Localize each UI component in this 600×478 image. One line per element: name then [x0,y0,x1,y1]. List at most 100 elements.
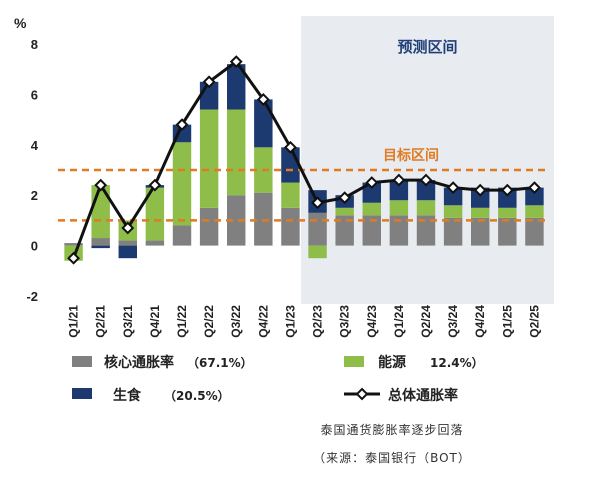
y-tick-label: 8 [31,37,38,52]
caption-title: 泰国通货膨胀率逐步回落 [320,422,463,437]
bar-fresh-food-17 [525,187,544,206]
bar-core-15 [471,217,490,246]
legend-share-fresh-food: （20.5%） [164,388,230,403]
headline-point-11 [365,176,379,190]
headline-point-14 [446,181,460,195]
bar-energy-3 [145,187,165,241]
headline-point-17 [528,181,541,195]
x-tick-label: Q3/21 [121,305,135,338]
legend-swatch-fresh-food [72,388,92,399]
bar-energy-10 [335,207,354,216]
x-tick-label: Q3/23 [338,305,352,338]
bar-fresh-food-2 [118,245,137,259]
legend-share-energy: 12.4%） [430,355,484,370]
headline-point-13 [419,173,433,187]
headline-point-12 [392,173,406,187]
x-tick-label: Q4/21 [148,305,162,338]
x-tick-label: Q2/23 [311,305,325,338]
x-tick-label: Q4/23 [365,305,379,338]
headline-point-15 [473,183,487,197]
bar-core-14 [443,217,463,246]
bar-core-9 [308,212,327,246]
bar-core-1 [91,238,110,246]
bar-core-11 [362,215,381,246]
bar-core-7 [254,192,273,246]
headline-point-2 [121,221,135,235]
y-tick-label: 0 [31,239,38,254]
x-tick-label: Q1/23 [283,305,297,338]
bar-fresh-food-12 [389,180,409,201]
bar-fresh-food-14 [443,187,463,206]
x-tick-label: Q4/22 [256,305,270,338]
x-tick-label: Q2/22 [202,305,216,338]
x-tick-label: Q3/22 [229,305,243,338]
headline-point-1 [94,178,108,192]
bar-fresh-food-11 [362,182,381,203]
bar-fresh-food-15 [471,187,490,208]
headline-point-5 [202,75,216,89]
bar-energy-13 [416,200,436,216]
bar-energy-12 [389,200,409,216]
forecast-region [301,16,554,304]
forecast-region-label: 预测区间 [397,38,457,56]
bar-energy-8 [281,182,300,208]
legend-label-core: 核心通胀率 [104,354,174,371]
legend-share-core: （67.1%） [187,355,253,370]
y-tick-label: -2 [26,289,38,304]
bar-energy-11 [362,202,381,216]
bar-core-8 [281,207,300,246]
bar-fresh-food-1 [91,245,110,249]
bar-core-16 [498,217,517,246]
bar-fresh-food-6 [227,64,246,110]
bar-core-17 [525,217,544,246]
x-tick-label: Q2/24 [419,305,433,338]
bar-core-12 [389,215,409,246]
y-tick-label: 2 [31,188,38,203]
headline-point-10 [338,191,352,205]
bar-core-5 [199,207,219,246]
headline-point-8 [284,140,297,154]
headline-point-7 [256,93,270,106]
bar-fresh-food-16 [498,187,517,208]
bar-energy-9 [308,245,327,259]
x-tick-label: Q1/21 [67,305,81,338]
y-tick-label: 4 [31,138,39,153]
x-tick-label: Q1/22 [175,305,189,338]
headline-point-3 [148,178,162,192]
legend-label-headline: 总体通胀率 [388,387,458,404]
headline-point-6 [229,55,243,69]
bar-energy-4 [172,142,192,226]
x-tick-label: Q1/24 [392,305,406,338]
bar-core-3 [145,240,165,246]
bar-core-10 [335,215,354,246]
bar-fresh-food-7 [254,99,273,148]
y-tick-label: 6 [31,87,38,102]
headline-point-9 [311,196,324,210]
legend-marker-headline [355,387,369,401]
headline-point-0 [67,251,80,265]
bar-core-2 [118,240,137,246]
legend-label-energy: 能源 [378,354,406,371]
target-band-label: 目标区间 [383,147,439,164]
bar-core-4 [172,225,192,246]
bar-energy-6 [227,109,246,196]
caption-source: （来源：泰国银行（BOT） [313,451,471,465]
bar-energy-14 [443,205,463,218]
bar-energy-16 [498,207,517,218]
legend-label-fresh-food: 生食 [113,387,142,404]
legend-swatch-core [72,356,92,367]
bar-energy-17 [525,205,544,218]
headline-point-4 [175,118,189,132]
x-tick-label: Q3/24 [446,305,460,338]
bar-core-0 [64,243,83,246]
y-unit-label: % [14,15,27,31]
x-tick-label: Q2/25 [527,305,541,338]
bar-energy-15 [471,207,490,218]
bar-core-13 [416,215,436,246]
bar-fresh-food-13 [416,180,436,201]
x-tick-label: Q2/21 [94,305,108,338]
legend-swatch-energy [344,356,364,367]
bar-energy-5 [199,109,219,208]
